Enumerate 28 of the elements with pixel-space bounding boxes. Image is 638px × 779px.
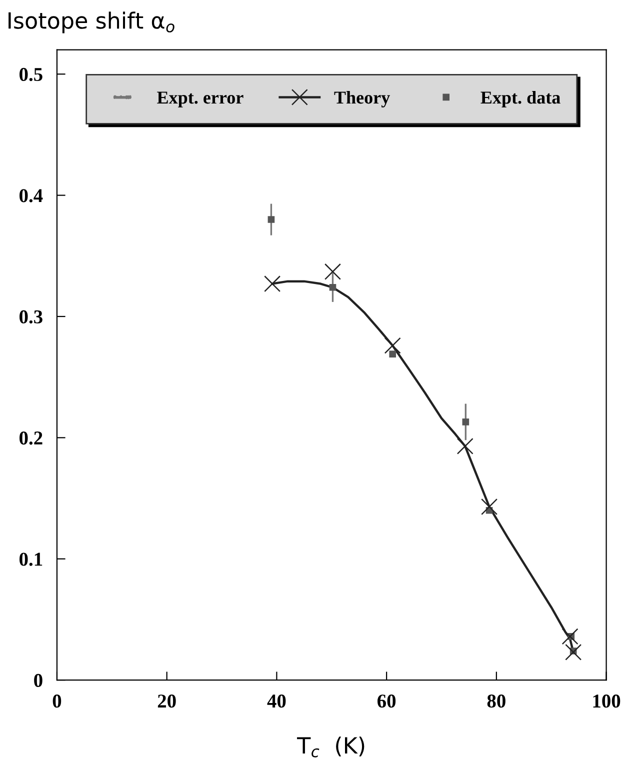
x-tick-label: 0: [52, 694, 62, 708]
y-tick-label: 0.4: [20, 189, 43, 202]
point: [384, 337, 401, 354]
y-tick-label: 0.2: [20, 431, 42, 445]
point: [562, 628, 578, 645]
legend-label: Expt. data: [480, 91, 560, 108]
y-tick-label: 0.1: [20, 552, 42, 566]
annotation: Expt. error: [157, 92, 244, 108]
point: [456, 438, 474, 454]
x-tick-label: 60: [378, 694, 396, 708]
point: [329, 284, 336, 291]
y-tick-label: 0: [34, 674, 42, 688]
x-tick-label: 40: [267, 694, 286, 708]
y-tick-label: 0.5: [20, 68, 42, 82]
point: [389, 350, 396, 358]
point: [481, 498, 498, 516]
legend-label: Theory: [334, 91, 390, 108]
point: [462, 418, 470, 426]
x-tick-label: 20: [158, 694, 176, 708]
x-tick-label: 100: [593, 694, 620, 708]
x-axis-title: T$_{c}$ (K): [297, 736, 364, 758]
y-axis-title: Isotope shift α$_{o}$: [8, 12, 174, 34]
point: [324, 263, 341, 280]
point: [264, 275, 281, 292]
x-tick-label: 80: [487, 694, 506, 708]
point: [268, 216, 275, 223]
point: [565, 644, 582, 660]
y-tick-label: 0.3: [20, 310, 42, 324]
